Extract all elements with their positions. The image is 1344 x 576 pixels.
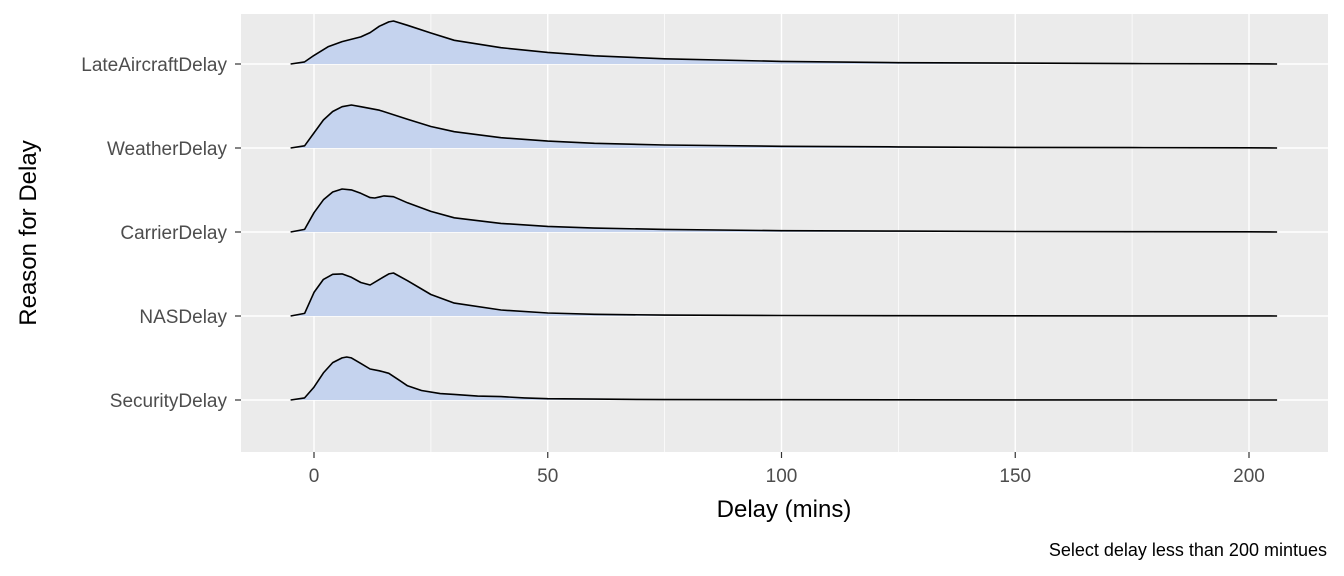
y-tick-label: NASDelay (139, 307, 227, 328)
y-tick-label: CarrierDelay (120, 223, 227, 244)
ridge-line (290, 356, 1278, 401)
ridge-line (290, 20, 1278, 65)
y-axis-title: Reason for Delay (15, 140, 42, 325)
ridge-line (290, 272, 1278, 317)
x-tick-label: 0 (309, 466, 320, 487)
caption: Select delay less than 200 mintues (1049, 540, 1327, 560)
density-ridges (290, 20, 1278, 401)
ridge-line (290, 188, 1278, 233)
x-tick-label: 200 (1233, 466, 1265, 487)
ridge-fill (290, 105, 1278, 148)
ridge-NASDelay (290, 272, 1278, 317)
plot-panel (241, 14, 1328, 452)
ridge-CarrierDelay (290, 188, 1278, 233)
ridge-SecurityDelay (290, 356, 1278, 401)
ridge-line (290, 104, 1278, 149)
x-axis: 0 50 100 150 200 (309, 452, 1265, 487)
y-axis: LateAircraftDelay WeatherDelay CarrierDela… (81, 55, 241, 412)
ridge-LateAircraftDelay (290, 20, 1278, 65)
ridge-fill (290, 189, 1278, 232)
ridge-WeatherDelay (290, 104, 1278, 149)
ridge-fill (290, 21, 1278, 64)
x-tick-label: 150 (999, 466, 1031, 487)
x-tick-label: 50 (537, 466, 558, 487)
y-tick-label: LateAircraftDelay (81, 55, 227, 76)
ridge-fill (290, 357, 1278, 400)
y-tick-label: WeatherDelay (107, 139, 228, 160)
x-axis-title: Delay (mins) (717, 496, 852, 523)
x-tick-label: 100 (766, 466, 798, 487)
ridge-fill (290, 273, 1278, 316)
y-tick-label: SecurityDelay (110, 391, 228, 412)
